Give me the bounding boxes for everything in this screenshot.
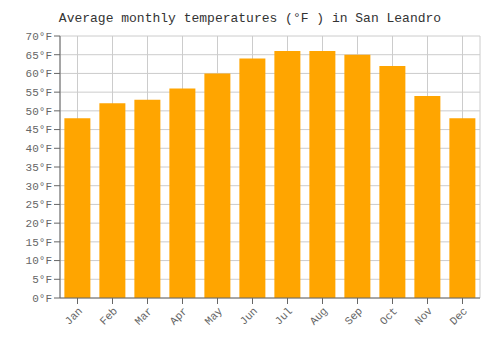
svg-text:30°F: 30°F — [26, 181, 52, 193]
svg-text:Mar: Mar — [133, 305, 155, 327]
svg-text:20°F: 20°F — [26, 218, 52, 230]
svg-text:Nov: Nov — [413, 305, 436, 328]
svg-text:45°F: 45°F — [26, 124, 52, 136]
svg-text:55°F: 55°F — [26, 87, 52, 99]
svg-text:25°F: 25°F — [26, 199, 52, 211]
svg-text:Aug: Aug — [308, 305, 330, 327]
svg-text:0°F: 0°F — [32, 293, 52, 305]
svg-text:5°F: 5°F — [32, 274, 52, 286]
svg-text:65°F: 65°F — [26, 50, 52, 62]
svg-text:Jun: Jun — [238, 305, 260, 327]
svg-text:50°F: 50°F — [26, 106, 52, 118]
svg-text:Apr: Apr — [168, 305, 190, 327]
svg-text:15°F: 15°F — [26, 237, 52, 249]
svg-text:Jan: Jan — [63, 305, 85, 327]
svg-text:Oct: Oct — [378, 305, 400, 327]
svg-text:Dec: Dec — [448, 305, 470, 327]
svg-text:Sep: Sep — [343, 305, 365, 327]
html-text:Average monthly temperatures (: Average monthly temperatures (°F ) in Sa… — [58, 11, 442, 26]
svg-text:35°F: 35°F — [26, 162, 52, 174]
svg-text:40°F: 40°F — [26, 143, 52, 155]
svg-text:Feb: Feb — [98, 305, 120, 327]
svg-text:May: May — [203, 305, 226, 328]
svg-text:Jul: Jul — [273, 305, 295, 327]
svg-text:70°F: 70°F — [26, 31, 52, 43]
svg-text:10°F: 10°F — [26, 255, 52, 267]
svg-text:60°F: 60°F — [26, 68, 52, 80]
